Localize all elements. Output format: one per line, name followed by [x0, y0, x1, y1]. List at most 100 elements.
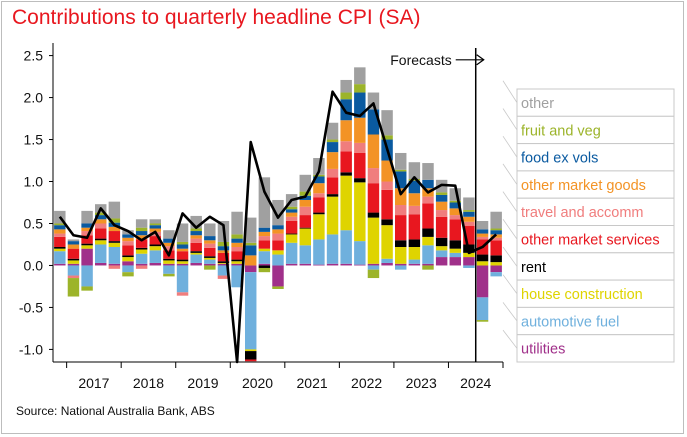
- bar-segment-other-market-services: [176, 251, 189, 260]
- bar-segment-food-ex-vols: [395, 171, 407, 189]
- bar-segment-other: [476, 220, 489, 230]
- bar-segment-other-market-services: [108, 231, 121, 242]
- legend-label: fruit and veg: [521, 123, 601, 139]
- legend-leader-line: [502, 274, 518, 294]
- legend-box: [516, 225, 675, 254]
- bar-segment-other-market-goods: [408, 193, 421, 206]
- bar-segment-travel-and-accomm: [395, 205, 407, 216]
- x-tick-label: 2017: [78, 375, 109, 391]
- bar-segment-rent: [54, 246, 66, 249]
- bar-segment-other-market-goods: [135, 235, 148, 240]
- bar-segment-utilities: [258, 263, 271, 266]
- bar-segment-house-construction: [231, 261, 243, 264]
- bar-segment-other-market-goods: [367, 134, 380, 169]
- headline-cpi-line: [58, 90, 498, 364]
- bar-segment-utilities: [408, 263, 421, 266]
- bar-segment-rent: [81, 243, 93, 246]
- bar-segment-travel-and-accomm: [54, 233, 66, 237]
- bar-segment-utilities: [395, 263, 407, 266]
- bar-segment-other-market-services: [285, 220, 298, 234]
- bar-segment-utilities: [81, 248, 93, 266]
- bar-segment-utilities: [204, 263, 216, 266]
- bar-segment-house-construction: [354, 182, 366, 242]
- bar-segment-automotive-fuel: [299, 245, 311, 264]
- bar-segment-utilities: [67, 263, 80, 266]
- bar-segment-house-construction: [190, 252, 202, 255]
- bar-segment-food-ex-vols: [340, 99, 352, 121]
- bar-segment-other-market-services: [135, 239, 148, 248]
- x-tick-label: 2023: [406, 375, 437, 391]
- bar-segment-fruit-and-veg: [299, 191, 311, 196]
- bar-segment-other-market-services: [149, 236, 161, 245]
- bar-segment-house-construction: [135, 249, 148, 254]
- y-tick-label: 2.5: [24, 48, 44, 64]
- bar-segment-rent: [422, 228, 434, 237]
- bar-segment-fruit-and-veg: [422, 265, 434, 270]
- bar-segment-house-construction: [449, 248, 461, 253]
- bar-segment-rent: [490, 255, 502, 263]
- bar-segment-house-construction: [326, 196, 339, 235]
- bar-segment-rent: [408, 239, 421, 247]
- bar-segment-other-market-services: [367, 183, 380, 213]
- bar-segment-utilities: [272, 265, 284, 287]
- legend-box: [516, 88, 675, 117]
- bar-segment-fruit-and-veg: [367, 269, 380, 279]
- bar-segment-other: [245, 217, 257, 243]
- bar-segment-food-ex-vols: [476, 229, 489, 234]
- bar-segment-fruit-and-veg: [217, 241, 230, 247]
- bar-segment-other-market-goods: [163, 242, 175, 247]
- bar-segment-utilities: [326, 263, 339, 266]
- bar-segment-other-market-goods: [190, 235, 202, 239]
- bar-segment-utilities: [163, 263, 175, 266]
- bar-segment-other-market-services: [408, 214, 421, 240]
- bar-segment-rent: [285, 233, 298, 235]
- bar-segment-food-ex-vols: [285, 209, 298, 213]
- bar-segment-automotive-fuel: [476, 297, 489, 321]
- bar-segment-automotive-fuel: [354, 241, 366, 265]
- bar-segment-utilities: [245, 265, 257, 273]
- bar-segment-house-construction: [217, 262, 230, 264]
- bar-segment-automotive-fuel: [149, 250, 161, 263]
- bar-segment-automotive-fuel: [326, 234, 339, 264]
- bar-segment-house-construction: [435, 246, 448, 251]
- bar-segment-other-market-goods: [272, 229, 284, 234]
- bar-segment-fruit-and-veg: [176, 241, 189, 245]
- bar-segment-automotive-fuel: [490, 272, 502, 277]
- bar-segment-rent: [381, 219, 393, 226]
- bar-segment-food-ex-vols: [245, 245, 257, 256]
- bar-segment-travel-and-accomm: [490, 237, 502, 241]
- bar-segment-utilities: [149, 262, 161, 266]
- bar-segment-utilities: [313, 264, 325, 266]
- bar-segment-other-market-services: [435, 216, 448, 238]
- bar-segment-rent: [231, 259, 243, 262]
- bar-segment-automotive-fuel: [95, 244, 107, 263]
- bar-segment-other-market-services: [395, 215, 407, 241]
- bar-segment-other: [176, 223, 189, 242]
- bar-segment-travel-and-accomm: [381, 181, 393, 190]
- bar-segment-other-market-goods: [204, 240, 216, 244]
- bar-segment-utilities: [476, 265, 489, 298]
- bar-segment-automotive-fuel: [381, 258, 393, 263]
- legend-label: food ex vols: [521, 151, 598, 167]
- bar-segment-automotive-fuel: [272, 254, 284, 266]
- bar-segment-rent: [217, 261, 230, 263]
- bar-segment-automotive-fuel: [313, 239, 325, 265]
- bar-segment-automotive-fuel: [449, 252, 461, 258]
- bar-segment-travel-and-accomm: [95, 223, 107, 229]
- bar-segment-utilities: [54, 263, 66, 266]
- bar-segment-utilities: [176, 263, 189, 266]
- bar-segment-rent: [395, 240, 407, 247]
- bar-segment-food-ex-vols: [190, 231, 202, 236]
- bar-segment-rent: [313, 212, 325, 215]
- bar-segment-other-market-goods: [395, 188, 407, 206]
- bar-segment-rent: [95, 238, 107, 241]
- bar-segment-automotive-fuel: [67, 265, 80, 276]
- bar-segment-other-market-services: [381, 189, 393, 220]
- bar-segment-other: [272, 199, 284, 226]
- bar-segment-other: [258, 177, 271, 228]
- bar-segment-house-construction: [395, 246, 407, 264]
- legend-label: utilities: [521, 342, 565, 358]
- bar-segment-other-market-goods: [449, 208, 461, 216]
- bar-segment-house-construction: [299, 228, 311, 246]
- bar-segment-fruit-and-veg: [190, 228, 202, 232]
